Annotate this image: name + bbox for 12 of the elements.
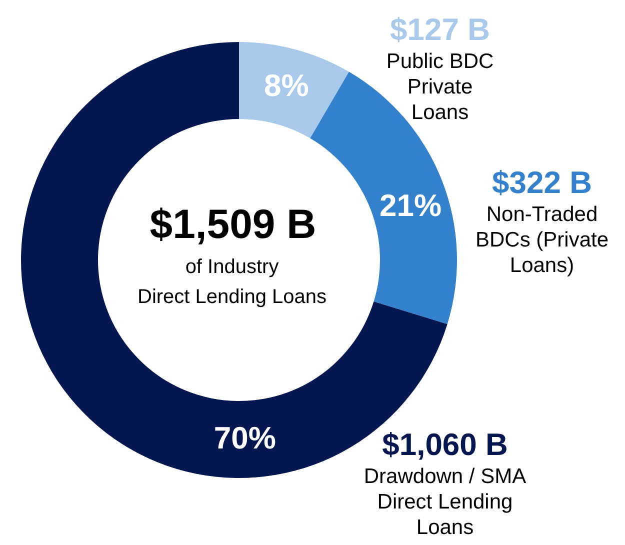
text: 70% — [214, 420, 276, 456]
donut-slice — [239, 42, 349, 138]
data-label: $322 B — [492, 165, 592, 200]
text: 8% — [264, 68, 309, 103]
text: 21% — [379, 188, 442, 223]
text: of Industry Direct Lending Loans — [137, 256, 327, 308]
data-label: $127 B — [390, 12, 490, 47]
slice-label: Non-Traded BDCs (Private Loans) — [475, 203, 609, 277]
slice-label: Drawdown / SMA Direct Lending Loans — [364, 465, 526, 539]
slice-label: Public BDC Private Loans — [386, 50, 494, 124]
data-label: $1,060 B — [382, 427, 508, 462]
text: $1,509 B — [150, 201, 316, 247]
